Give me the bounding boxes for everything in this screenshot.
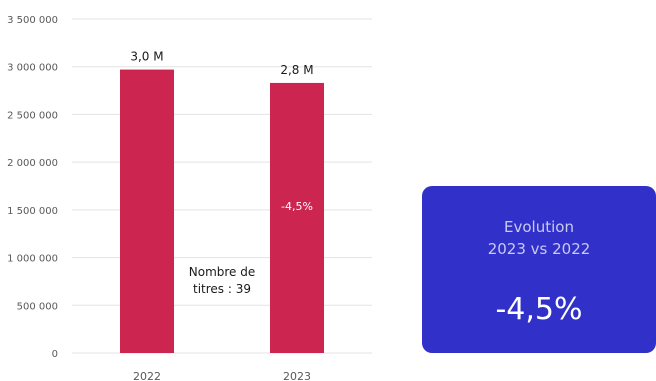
y-tick-label: 500 000 [17,301,58,312]
y-tick-label: 0 [52,349,58,360]
x-tick-label: 2022 [133,370,161,381]
y-axis-ticks: 0 500 000 1 000 000 1 500 000 2 000 000 2 500… [7,15,58,360]
kpi-value: -4,5% [495,292,583,327]
x-axis-ticks: 2022 2023 [133,370,311,381]
data-label: 3,0 M [130,50,163,64]
annotation-line-1: Nombre de [189,265,256,279]
bar-chart: 0 500 000 1 000 000 1 500 000 2 000 000 2 500… [7,15,372,381]
y-tick-label: 2 500 000 [7,110,58,121]
y-tick-label: 1 000 000 [7,254,58,265]
bar-2022 [120,69,174,353]
kpi-title: Evolution 2023 vs 2022 [422,216,656,260]
data-label: 2,8 M [280,63,313,77]
gridlines [72,18,372,354]
data-labels: 3,0 M 2,8 M -4,5% [130,50,313,213]
evolution-kpi-card: Evolution 2023 vs 2022 -4,5% [422,186,656,353]
y-tick-label: 1 500 000 [7,206,58,217]
annotation-line-2: titres : 39 [193,282,251,296]
bar-2023 [270,82,324,354]
y-tick-label: 3 500 000 [7,15,58,26]
kpi-title-line-1: Evolution [504,218,574,236]
bars [120,69,324,354]
x-tick-label: 2023 [283,370,311,381]
kpi-title-line-2: 2023 vs 2022 [487,240,591,258]
inside-label: -4,5% [281,200,313,213]
y-tick-label: 2 000 000 [7,158,58,169]
y-tick-label: 3 000 000 [7,63,58,74]
